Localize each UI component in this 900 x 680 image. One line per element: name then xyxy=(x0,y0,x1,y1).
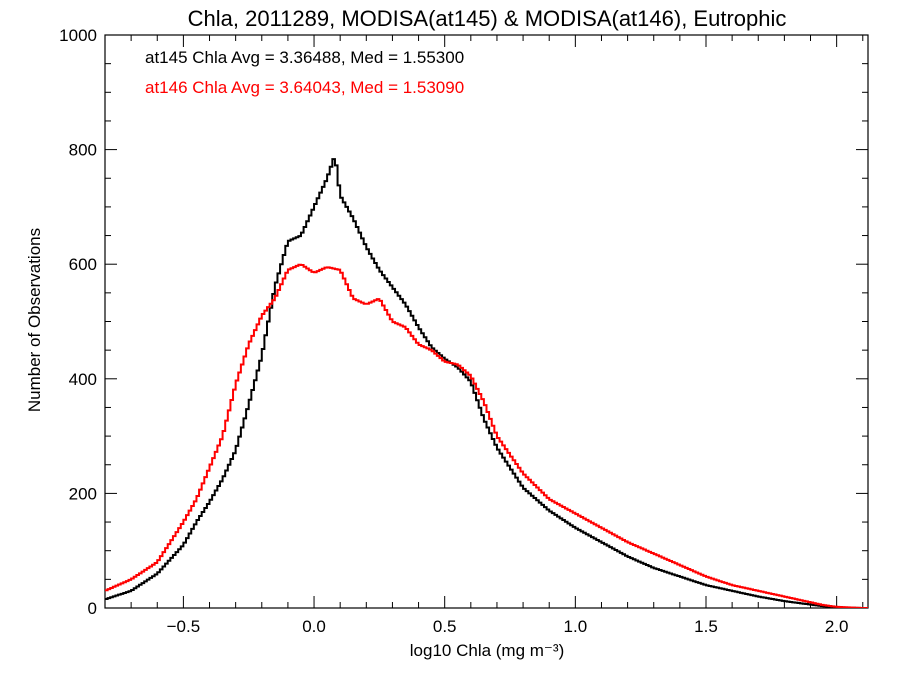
y-tick-label: 600 xyxy=(69,255,97,274)
x-tick-label: 0.0 xyxy=(302,617,326,636)
y-tick-label: 1000 xyxy=(59,26,97,45)
series-at146-line xyxy=(105,263,868,608)
annotation-at145-stats: at145 Chla Avg = 3.36488, Med = 1.55300 xyxy=(145,48,464,67)
x-axis-label: log10 Chla (mg m⁻³) xyxy=(410,641,564,660)
x-tick-label: 1.0 xyxy=(564,617,588,636)
annotation-at146-stats: at146 Chla Avg = 3.64043, Med = 1.53090 xyxy=(145,78,464,97)
x-tick-label: −0.5 xyxy=(167,617,201,636)
x-tick-label: 2.0 xyxy=(825,617,849,636)
y-tick-label: 200 xyxy=(69,484,97,503)
x-tick-label: 1.5 xyxy=(694,617,718,636)
series-at145-line xyxy=(105,158,868,608)
y-tick-label: 800 xyxy=(69,141,97,160)
plot-frame xyxy=(104,34,869,609)
y-tick-label: 0 xyxy=(88,599,97,618)
x-tick-label: 0.5 xyxy=(433,617,457,636)
y-tick-label: 400 xyxy=(69,370,97,389)
chart-title: Chla, 2011289, MODISA(at145) & MODISA(at… xyxy=(188,6,787,31)
y-axis-label: Number of Observations xyxy=(25,228,44,412)
